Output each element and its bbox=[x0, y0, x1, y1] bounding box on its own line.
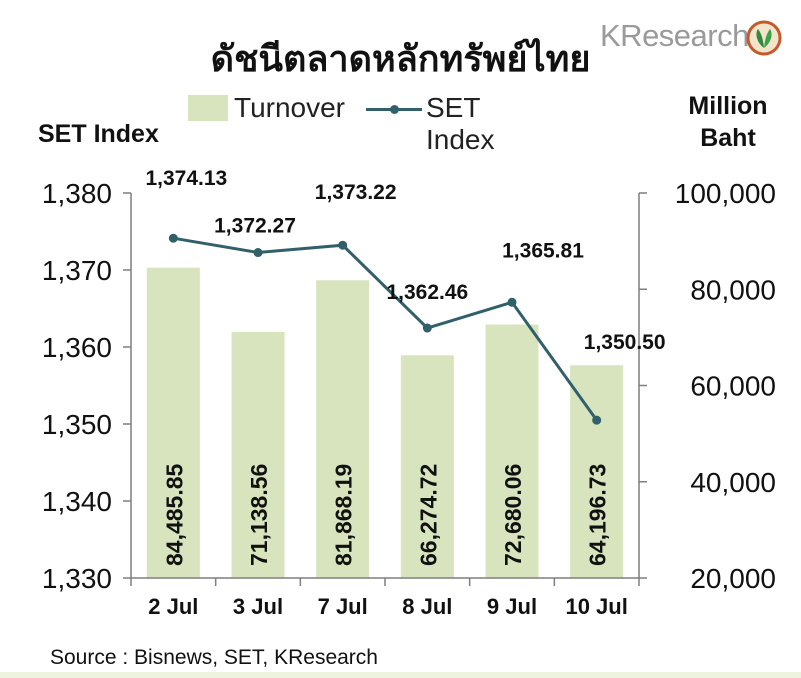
turnover-value-label: 64,196.73 bbox=[585, 464, 611, 566]
kresearch-logo: KResearch bbox=[600, 14, 782, 60]
source-note: Source : Bisnews, SET, KResearch bbox=[50, 646, 378, 669]
x-tick-label: 10 Jul bbox=[565, 594, 627, 619]
y-left-tick-label: 1,360 bbox=[42, 332, 112, 363]
y-left-tick-label: 1,380 bbox=[42, 178, 112, 209]
set-index-point bbox=[507, 297, 517, 307]
turnover-bar bbox=[316, 280, 370, 578]
set-index-line bbox=[173, 236, 598, 422]
x-tick-label: 2 Jul bbox=[148, 594, 198, 619]
y-right-tick-label: 40,000 bbox=[690, 467, 776, 498]
set-index-point bbox=[253, 248, 263, 258]
turnover-bar bbox=[570, 365, 624, 578]
bottom-strip bbox=[0, 672, 801, 678]
y-left-tick-label: 1,350 bbox=[42, 409, 112, 440]
y-axis-right-title-line1: Million bbox=[688, 92, 768, 120]
y-axis-right-title-line2: Baht bbox=[700, 124, 756, 152]
set-index-value-label: 1,362.46 bbox=[386, 281, 468, 304]
set-index-value-label: 1,374.13 bbox=[145, 167, 227, 190]
legend-turnover-label: Turnover bbox=[234, 92, 346, 123]
y-left-tick-label: 1,340 bbox=[42, 486, 112, 517]
set-index-value-label: 1,350.50 bbox=[584, 331, 666, 354]
turnover-bar bbox=[400, 355, 454, 578]
x-tick-label: 3 Jul bbox=[233, 594, 283, 619]
turnover-bar bbox=[231, 331, 285, 578]
logo-text: KResearch bbox=[600, 18, 749, 53]
set-index-point bbox=[592, 415, 602, 425]
kbank-leaf-icon bbox=[746, 20, 782, 56]
set-index-point bbox=[338, 240, 348, 250]
legend-turnover-swatch bbox=[188, 95, 228, 121]
legend-set-label: SET Index bbox=[426, 92, 495, 155]
y-right-tick-label: 80,000 bbox=[690, 274, 776, 305]
turnover-value-label: 66,274.72 bbox=[415, 464, 441, 566]
legend-set-marker bbox=[390, 105, 399, 114]
y-left-tick-label: 1,370 bbox=[42, 255, 112, 286]
turnover-value-label: 71,138.56 bbox=[246, 464, 272, 566]
turnover-value-label: 72,680.06 bbox=[500, 464, 526, 566]
turnover-value-label: 81,868.19 bbox=[331, 464, 357, 566]
turnover-bar bbox=[485, 324, 539, 578]
y-axis-right-title: Million Baht bbox=[668, 90, 788, 154]
x-tick-label: 8 Jul bbox=[402, 594, 452, 619]
set-index-point bbox=[422, 323, 432, 333]
turnover-value-label: 84,485.85 bbox=[161, 463, 187, 566]
turnover-bar bbox=[146, 267, 200, 578]
set-index-value-label: 1,365.81 bbox=[502, 239, 584, 262]
set-index-point bbox=[168, 233, 178, 243]
chart-title: ดัชนีตลาดหลักทรัพย์ไทย bbox=[210, 39, 591, 80]
x-tick-label: 7 Jul bbox=[318, 594, 368, 619]
y-right-tick-label: 20,000 bbox=[690, 563, 776, 594]
set-index-value-label: 1,372.27 bbox=[214, 215, 296, 238]
x-tick-label: 9 Jul bbox=[487, 594, 537, 619]
y-left-tick-label: 1,330 bbox=[42, 563, 112, 594]
y-axis-left-title: SET Index bbox=[38, 120, 159, 148]
set-index-value-label: 1,373.22 bbox=[315, 181, 397, 204]
y-right-tick-label: 60,000 bbox=[690, 371, 776, 402]
y-right-tick-label: 100,000 bbox=[675, 178, 776, 209]
